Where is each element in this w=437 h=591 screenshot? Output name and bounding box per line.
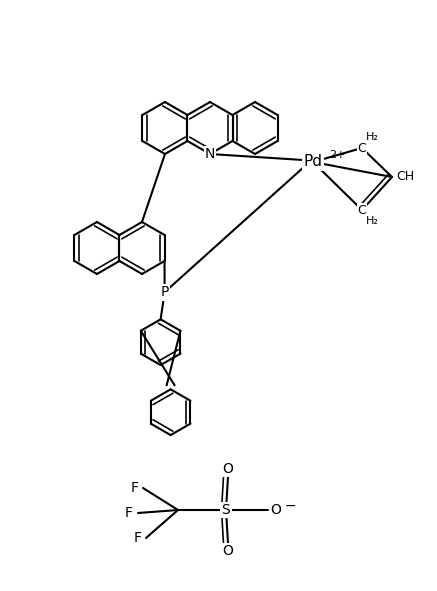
Text: −: − <box>284 499 296 513</box>
Text: O: O <box>271 503 281 517</box>
Text: Pd: Pd <box>304 154 323 170</box>
Text: N: N <box>205 147 215 161</box>
Text: C: C <box>357 203 366 216</box>
Text: P: P <box>160 285 169 299</box>
Text: H₂: H₂ <box>366 216 379 226</box>
Text: 2+: 2+ <box>329 150 346 160</box>
Text: F: F <box>134 531 142 545</box>
Text: O: O <box>222 462 233 476</box>
Text: CH: CH <box>396 170 414 183</box>
Text: H₂: H₂ <box>366 132 379 142</box>
Text: F: F <box>125 506 133 520</box>
Text: S: S <box>222 503 230 517</box>
Text: F: F <box>131 481 139 495</box>
Text: C: C <box>357 141 366 154</box>
Text: O: O <box>222 544 233 558</box>
